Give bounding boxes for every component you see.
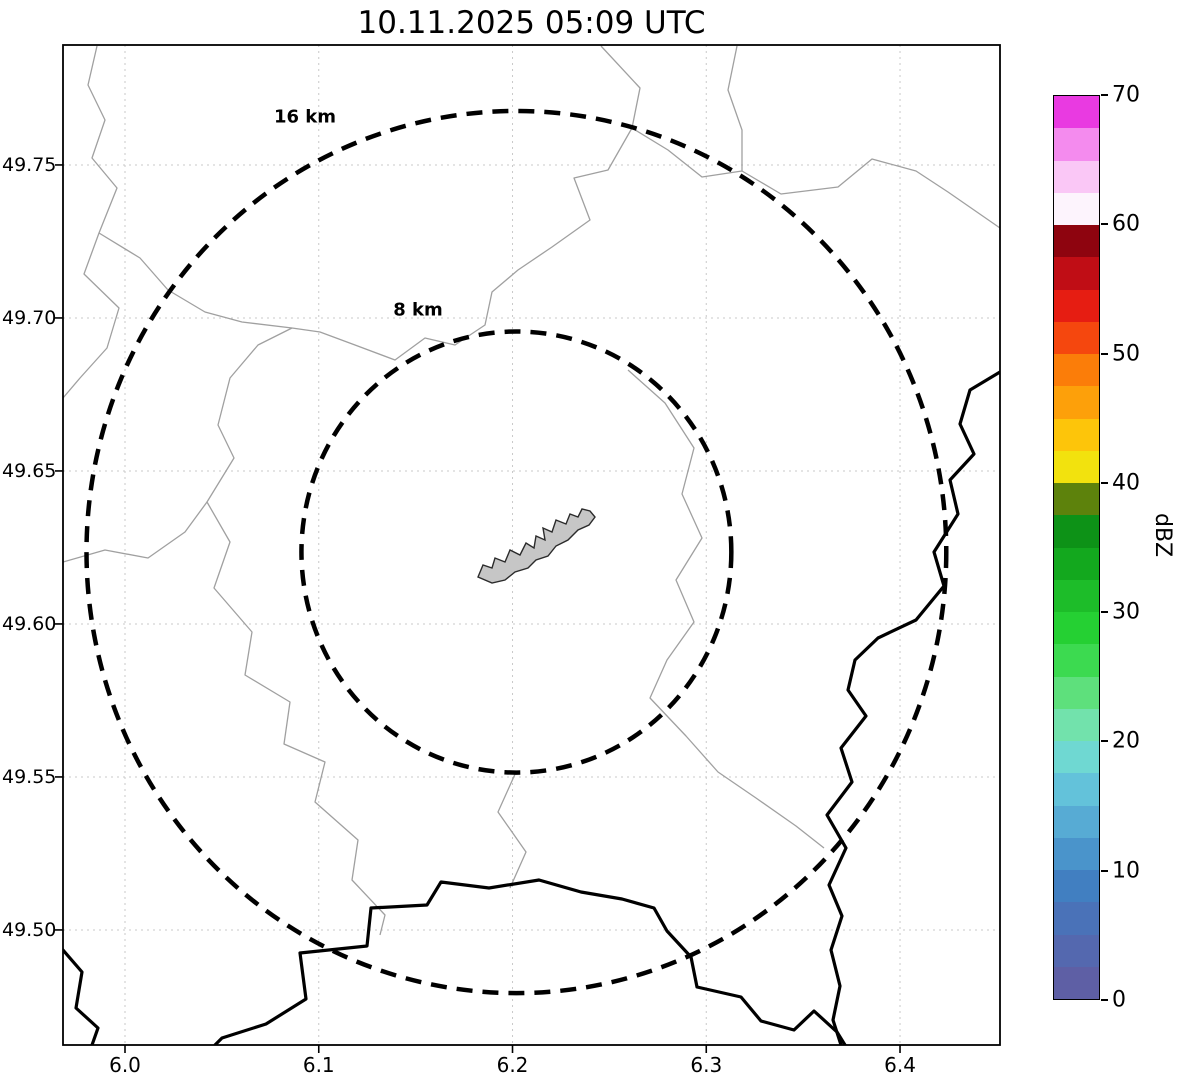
colorbar-segment: [1054, 902, 1099, 935]
colorbar-segment: [1054, 934, 1099, 967]
x-tick-label: 6.3: [690, 1053, 723, 1077]
colorbar-segment: [1054, 708, 1099, 741]
country-border-line: [63, 948, 100, 1045]
range-ring-8km: [299, 329, 734, 775]
colorbar-segment: [1054, 870, 1099, 903]
x-tick-label: 6.4: [884, 1053, 916, 1077]
colorbar-segment: [1054, 450, 1099, 483]
figure-title: 10.11.2025 05:09 UTC: [357, 5, 706, 41]
range-ring-16km: [84, 108, 949, 996]
colorbar-segment: [1054, 96, 1099, 129]
colorbar-segment: [1054, 612, 1099, 645]
y-tick-label: 49.55: [2, 765, 57, 788]
colorbar-tick-label: 30: [1112, 599, 1140, 625]
colorbar-tick: [1101, 740, 1108, 743]
colorbar-tick: [1101, 869, 1108, 872]
colorbar-segment: [1054, 321, 1099, 354]
colorbar-segment: [1054, 773, 1099, 806]
colorbar-segment: [1054, 966, 1099, 999]
x-tick-label: 6.2: [496, 1053, 529, 1077]
colorbar-segment: [1054, 676, 1099, 709]
boundary-line: [497, 771, 527, 889]
country-border-line: [213, 878, 847, 1045]
colorbar-segment: [1054, 257, 1099, 290]
colorbar-tick-label: 70: [1112, 82, 1140, 108]
y-tick-label: 49.70: [2, 306, 57, 329]
range-ring-label-16km: 16 km: [273, 106, 337, 128]
boundary-line: [63, 45, 120, 399]
country-border-line: [825, 370, 1000, 1045]
colorbar-tick-label: 40: [1112, 470, 1140, 496]
colorbar-tick: [1101, 223, 1108, 226]
x-tick-label: 6.0: [109, 1053, 141, 1077]
city-area-polygon: [477, 508, 596, 584]
colorbar-gradient: [1054, 96, 1099, 999]
boundary-line: [627, 369, 825, 849]
boundary-line: [631, 127, 1000, 229]
boundary-line: [291, 45, 641, 361]
boundary-line: [63, 501, 208, 563]
colorbar-tick: [1101, 999, 1108, 1001]
colorbar-tick-label: 0: [1112, 987, 1126, 1013]
colorbar-tick-label: 10: [1112, 858, 1140, 884]
colorbar-segment: [1054, 579, 1099, 612]
plot-frame: [62, 44, 1001, 1046]
colorbar-segment: [1054, 837, 1099, 870]
colorbar-segment: [1054, 805, 1099, 838]
colorbar-segment: [1054, 547, 1099, 580]
colorbar-segment: [1054, 225, 1099, 258]
y-tick-label: 49.50: [2, 918, 57, 941]
colorbar-segment: [1054, 483, 1099, 516]
colorbar-tick: [1101, 94, 1108, 96]
colorbar-tick-label: 60: [1112, 211, 1140, 237]
map-layer: [63, 45, 1000, 1045]
colorbar-tick: [1101, 481, 1108, 484]
colorbar-segment: [1054, 192, 1099, 225]
colorbar-segment: [1054, 386, 1099, 419]
y-tick-label: 49.65: [2, 459, 57, 482]
y-tick-label: 49.75: [2, 153, 57, 176]
colorbar-segment: [1054, 418, 1099, 451]
boundary-line: [206, 327, 386, 936]
colorbar-axis-label: dBZ: [1150, 513, 1175, 558]
colorbar-tick-label: 50: [1112, 341, 1140, 367]
colorbar-tick-label: 20: [1112, 728, 1140, 754]
colorbar-segment: [1054, 644, 1099, 677]
colorbar-segment: [1054, 128, 1099, 161]
boundary-line: [98, 232, 293, 329]
colorbar-tick: [1101, 611, 1108, 614]
boundary-line: [727, 45, 743, 171]
y-tick-label: 49.60: [2, 612, 57, 635]
colorbar: [1053, 95, 1100, 1000]
x-tick-label: 6.1: [302, 1053, 335, 1077]
range-ring-label-8km: 8 km: [393, 299, 443, 321]
colorbar-segment: [1054, 160, 1099, 193]
colorbar-tick: [1101, 352, 1108, 355]
colorbar-segment: [1054, 354, 1099, 387]
colorbar-segment: [1054, 515, 1099, 548]
colorbar-segment: [1054, 741, 1099, 774]
colorbar-segment: [1054, 289, 1099, 322]
